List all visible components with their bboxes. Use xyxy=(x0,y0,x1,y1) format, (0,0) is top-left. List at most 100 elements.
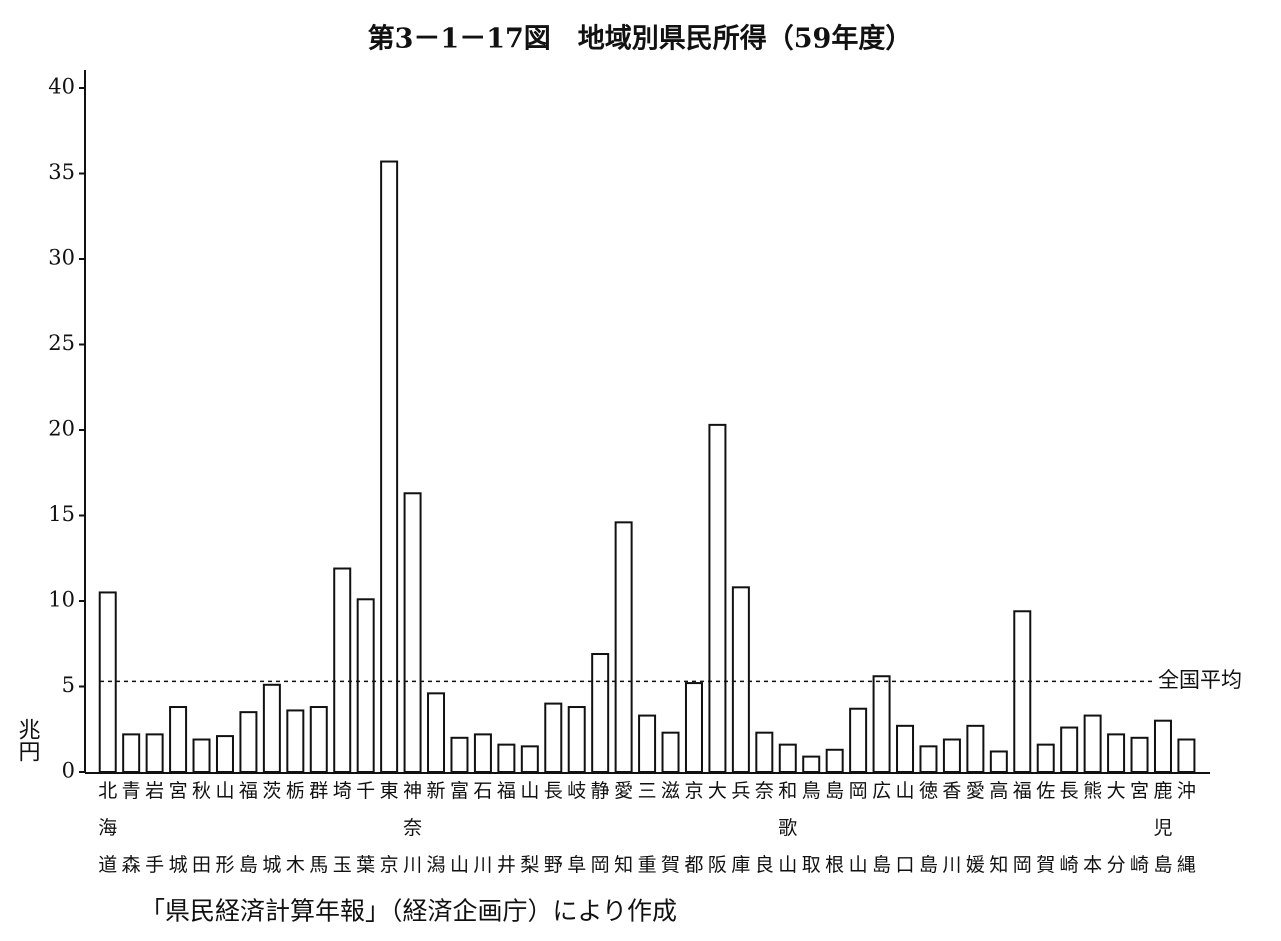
bar xyxy=(661,731,680,773)
x-tick-label: 山梨 xyxy=(520,780,539,876)
bar xyxy=(309,706,328,774)
bar xyxy=(497,743,516,774)
x-tick-label: 宮城 xyxy=(169,780,188,876)
bar xyxy=(98,591,117,774)
x-tick-label: 高知 xyxy=(989,780,1008,876)
y-tick-label: 0 xyxy=(62,759,75,783)
bar xyxy=(567,706,586,774)
x-tick-label: 山形 xyxy=(215,780,234,876)
x-tick-label: 静岡 xyxy=(591,780,610,876)
bar xyxy=(145,733,164,774)
bar xyxy=(614,521,633,774)
bar xyxy=(1083,714,1102,774)
y-tick-label: 20 xyxy=(48,417,75,441)
bar xyxy=(755,731,774,773)
bar xyxy=(473,733,492,774)
bar xyxy=(591,653,610,774)
bar xyxy=(544,702,563,773)
x-tick-label: 熊本 xyxy=(1083,780,1102,876)
source-note: 「県民経済計算年報」（経済企画庁）により作成 xyxy=(140,897,677,926)
bar xyxy=(427,692,446,774)
bar xyxy=(778,743,797,774)
bar xyxy=(731,586,750,773)
x-tick-label: 石川 xyxy=(473,780,492,876)
bar xyxy=(192,738,211,774)
x-tick-label: 茨城 xyxy=(262,780,281,876)
y-tick-label: 40 xyxy=(48,75,75,99)
bar xyxy=(333,567,352,774)
bar xyxy=(215,735,234,774)
bar xyxy=(942,738,961,774)
x-tick-label: 広島 xyxy=(872,780,891,876)
bar xyxy=(1060,726,1079,773)
bar xyxy=(802,755,821,773)
chart-title: 第3－1－17図 地域別県民所得（59年度） xyxy=(368,23,913,55)
bar xyxy=(849,707,868,773)
bar xyxy=(356,598,375,773)
x-tick-label: 富山 xyxy=(450,780,469,876)
x-tick-label: 青森 xyxy=(122,780,141,876)
x-tick-label: 岐阜 xyxy=(567,780,586,876)
x-tick-label: 沖縄 xyxy=(1177,780,1196,876)
bar xyxy=(966,724,985,774)
bar xyxy=(825,748,844,774)
y-tick-label: 30 xyxy=(48,246,75,270)
bar xyxy=(1036,743,1055,774)
x-tick-label: 長野 xyxy=(544,780,563,876)
x-tick-label: 長崎 xyxy=(1060,780,1079,876)
bar xyxy=(520,745,539,773)
bar xyxy=(872,675,891,773)
bar xyxy=(1153,719,1172,774)
bar xyxy=(169,706,188,774)
bar xyxy=(919,745,938,773)
x-tick-label: 滋賀 xyxy=(661,780,680,876)
x-tick-label: 佐賀 xyxy=(1036,780,1055,876)
x-tick-label: 鹿児島 xyxy=(1153,780,1172,876)
bar xyxy=(450,736,469,773)
x-tick-label: 福島 xyxy=(239,780,258,876)
x-tick-label: 愛媛 xyxy=(966,780,985,876)
x-tick-label: 和歌山 xyxy=(778,780,797,876)
x-tick-label: 山口 xyxy=(896,780,915,876)
x-tick-label: 徳島 xyxy=(919,780,938,876)
y-axis-label: 兆円 xyxy=(15,718,40,762)
x-tick-label: 北海道 xyxy=(98,780,117,876)
x-tick-label: 東京 xyxy=(380,780,399,876)
x-tick-label: 栃木 xyxy=(286,780,305,876)
bar xyxy=(1013,610,1032,774)
x-tick-label: 三重 xyxy=(638,780,657,876)
x-tick-label: 宮崎 xyxy=(1130,780,1149,876)
y-tick-label: 10 xyxy=(48,588,75,612)
bar xyxy=(708,423,727,773)
bar xyxy=(122,733,141,774)
x-tick-label: 福井 xyxy=(497,780,516,876)
x-tick-label: 奈良 xyxy=(755,780,774,876)
x-tick-label: 埼玉 xyxy=(333,780,352,876)
bar xyxy=(262,683,281,773)
bar xyxy=(896,724,915,774)
x-tick-label: 大分 xyxy=(1107,780,1126,876)
x-tick-label: 鳥取 xyxy=(802,780,821,876)
x-tick-label: 千葉 xyxy=(356,780,375,876)
bar xyxy=(684,682,703,774)
y-tick-label: 35 xyxy=(48,160,75,184)
x-tick-label: 兵庫 xyxy=(731,780,750,876)
x-tick-label: 新潟 xyxy=(427,780,446,876)
average-label: 全国平均 xyxy=(1158,668,1242,692)
bar xyxy=(380,160,399,773)
x-tick-label: 秋田 xyxy=(192,780,211,876)
bar xyxy=(1177,738,1196,774)
x-tick-label: 京都 xyxy=(684,780,703,876)
y-tick-label: 25 xyxy=(48,331,75,355)
x-tick-label: 岡山 xyxy=(849,780,868,876)
bar xyxy=(286,709,305,774)
bar xyxy=(239,711,258,774)
x-tick-label: 香川 xyxy=(942,780,961,876)
bar xyxy=(1107,733,1126,774)
x-tick-label: 大阪 xyxy=(708,780,727,876)
bar xyxy=(989,750,1008,773)
bar xyxy=(1130,736,1149,773)
x-tick-label: 福岡 xyxy=(1013,780,1032,876)
